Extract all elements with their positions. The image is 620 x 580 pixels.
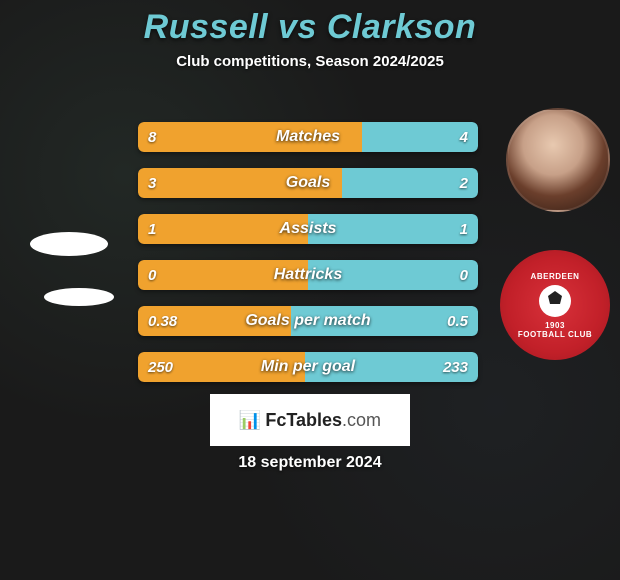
stat-row-min-per-goal: 250233Min per goal (138, 352, 478, 382)
stat-right-value: 1 (308, 214, 478, 244)
stat-row-hattricks: 00Hattricks (138, 260, 478, 290)
player-left-avatar (10, 108, 110, 208)
comparison-subtitle: Club competitions, Season 2024/2025 (0, 53, 620, 70)
badge-text-top: ABERDEEN (531, 272, 580, 281)
stat-row-assists: 11Assists (138, 214, 478, 244)
stat-bars-container: 84Matches 32Goals 11Assists 00Hattricks 0.38… (138, 122, 478, 398)
placeholder-ellipse-top (30, 232, 108, 256)
stat-row-matches: 84Matches (138, 122, 478, 152)
chart-icon: 📊 (239, 410, 261, 430)
player-right-avatar (506, 108, 610, 212)
stat-left-value: 0 (138, 260, 308, 290)
stat-left-value: 8 (138, 122, 362, 152)
stat-right-value: 233 (305, 352, 478, 382)
generation-date: 18 september 2024 (238, 454, 381, 472)
stat-row-goals: 32Goals (138, 168, 478, 198)
soccer-ball-icon (535, 281, 575, 321)
stat-left-value: 250 (138, 352, 305, 382)
player-right-club-badge: ABERDEEN 1903 FOOTBALL CLUB (500, 250, 610, 360)
stat-right-value: 0.5 (291, 306, 478, 336)
stat-right-value: 2 (342, 168, 478, 198)
badge-year: 1903 (545, 321, 565, 330)
badge-text-bottom: FOOTBALL CLUB (518, 330, 592, 339)
placeholder-ellipse-bottom (44, 288, 114, 306)
stat-right-value: 4 (362, 122, 478, 152)
stat-row-goals-per-match: 0.380.5Goals per match (138, 306, 478, 336)
stat-left-value: 1 (138, 214, 308, 244)
watermark-suffix: .com (342, 410, 381, 430)
stat-left-value: 0.38 (138, 306, 291, 336)
watermark-badge: 📊FcTables.com (210, 394, 410, 446)
watermark-brand: FcTables (265, 410, 342, 430)
comparison-title: Russell vs Clarkson (0, 8, 620, 47)
stat-right-value: 0 (308, 260, 478, 290)
stat-left-value: 3 (138, 168, 342, 198)
